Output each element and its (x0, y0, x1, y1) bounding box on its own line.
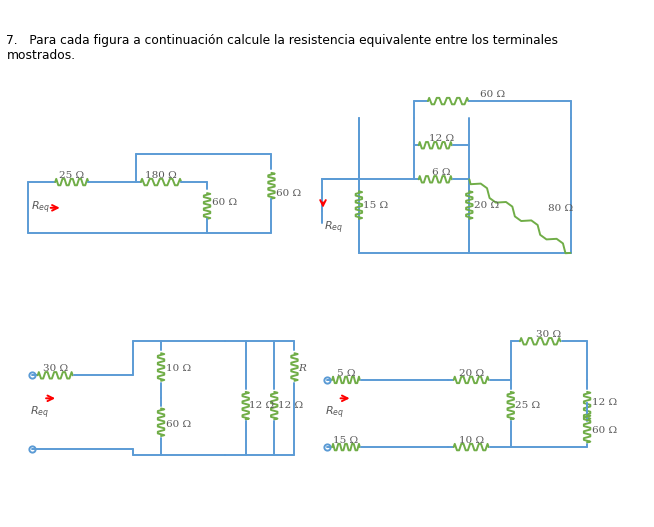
Text: 80 Ω: 80 Ω (547, 204, 573, 213)
Text: $R_{eq}$: $R_{eq}$ (30, 405, 50, 421)
Text: $R_{eq}$: $R_{eq}$ (324, 220, 343, 236)
Text: R: R (298, 364, 306, 373)
Text: 15 Ω: 15 Ω (364, 201, 388, 210)
Text: 10 Ω: 10 Ω (458, 436, 484, 445)
Text: 12 Ω: 12 Ω (592, 398, 617, 407)
Text: 6 Ω: 6 Ω (432, 168, 451, 178)
Text: $R_{eq}$: $R_{eq}$ (31, 200, 50, 216)
Text: 12 Ω: 12 Ω (249, 401, 275, 410)
Text: 30 Ω: 30 Ω (43, 364, 68, 373)
Text: 12 Ω: 12 Ω (278, 401, 303, 410)
Text: 30 Ω: 30 Ω (536, 330, 561, 339)
Text: 60 Ω: 60 Ω (165, 419, 191, 428)
Text: 60 Ω: 60 Ω (276, 189, 301, 198)
Text: 60 Ω: 60 Ω (592, 426, 617, 435)
Text: 7.   Para cada figura a continuación calcule la resistencia equivalente entre lo: 7. Para cada figura a continuación calcu… (7, 34, 559, 47)
Text: 12 Ω: 12 Ω (429, 134, 455, 143)
Text: 180 Ω: 180 Ω (145, 171, 177, 180)
Text: 5 Ω: 5 Ω (337, 369, 355, 378)
Text: 20 Ω: 20 Ω (458, 369, 484, 378)
Text: $R_{eq}$: $R_{eq}$ (325, 405, 344, 421)
Text: 25 Ω: 25 Ω (515, 401, 540, 410)
Text: 25 Ω: 25 Ω (60, 171, 84, 180)
Text: mostrados.: mostrados. (7, 48, 76, 62)
Text: 60 Ω: 60 Ω (212, 198, 237, 207)
Text: 10 Ω: 10 Ω (165, 364, 191, 373)
Text: 15 Ω: 15 Ω (334, 436, 358, 445)
Text: 60 Ω: 60 Ω (480, 90, 505, 99)
Text: 20 Ω: 20 Ω (474, 201, 499, 210)
